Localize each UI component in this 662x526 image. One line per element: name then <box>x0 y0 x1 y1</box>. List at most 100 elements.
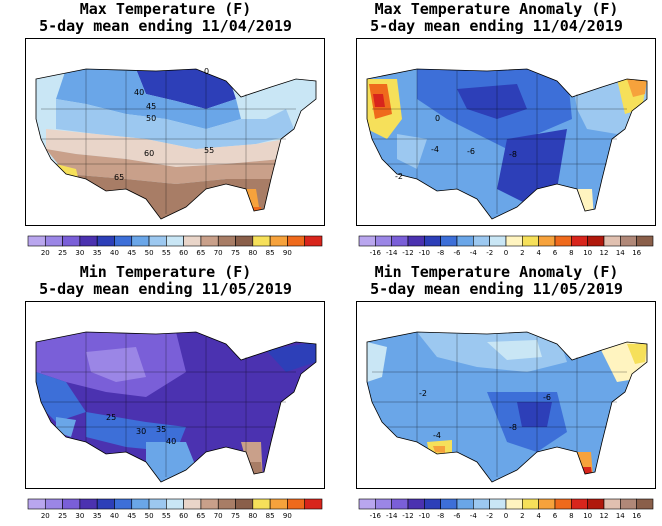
map-max-temp: 40 45 50 60 55 65 0 <box>25 38 325 226</box>
colorbar-swatch <box>27 235 46 247</box>
colorbar-swatch <box>131 235 150 247</box>
colorbar-label: 65 <box>196 249 206 257</box>
colorbar-swatch <box>114 235 133 247</box>
colorbar-label: 80 <box>248 249 258 257</box>
colorbar-label: 20 <box>40 512 50 520</box>
contour-label: 30 <box>136 427 146 436</box>
colorbar-swatch <box>603 235 621 247</box>
panel-max-temp-anomaly: Max Temperature Anomaly (F) 5-day mean e… <box>331 0 662 263</box>
colorbar-label: -2 <box>486 512 494 520</box>
colorbar-labels: -16 -14 -12 -10 -8 -6 -4 -2 0 2 4 6 8 10 12 14 16 <box>358 512 658 522</box>
colorbar-label: 65 <box>196 512 206 520</box>
colorbar-swatch <box>235 498 254 510</box>
colorbar-swatch <box>358 498 376 510</box>
colorbar-swatch <box>375 498 392 510</box>
colorbar-label: -4 <box>469 512 477 520</box>
map-min-temp: 25 30 35 40 <box>25 301 325 489</box>
colorbar-label: -14 <box>385 249 398 257</box>
colorbar-swatch <box>505 235 523 247</box>
colorbar-label: 55 <box>161 249 171 257</box>
colorbar-label: 50 <box>144 512 154 520</box>
colorbar-label: 6 <box>552 512 558 520</box>
colorbar-label: -8 <box>437 249 445 257</box>
colorbar-swatch <box>407 498 425 510</box>
colorbar-label: 12 <box>599 249 609 257</box>
colorbar-label: 35 <box>92 249 102 257</box>
colorbar-swatch <box>217 498 236 510</box>
colorbar-swatch <box>166 498 184 510</box>
colorbar-label: 60 <box>179 512 189 520</box>
colorbar-label: -2 <box>486 249 494 257</box>
colorbar-label: 16 <box>632 249 642 257</box>
colorbar-swatch <box>252 498 271 510</box>
panel-title: Min Temperature Anomaly (F) <box>374 263 619 281</box>
panel-title: Max Temperature (F) <box>79 0 252 18</box>
colorbar-swatch <box>96 235 115 247</box>
colorbar-label: 45 <box>127 249 137 257</box>
colorbar <box>358 498 654 510</box>
colorbar-swatch <box>587 235 605 247</box>
colorbar-swatch <box>44 498 63 510</box>
contour-label: -6 <box>543 393 551 402</box>
contour-label: 0 <box>435 114 440 123</box>
colorbar-swatch <box>166 235 184 247</box>
colorbar-swatch <box>358 235 376 247</box>
colorbar-swatch <box>473 498 490 510</box>
colorbar-label: 12 <box>599 512 609 520</box>
contour-label: 25 <box>106 413 116 422</box>
colorbar-swatch <box>304 235 323 247</box>
colorbar-swatch <box>571 235 588 247</box>
contour-label: 55 <box>204 146 214 155</box>
contour-label: 60 <box>144 149 154 158</box>
colorbar-label: 14 <box>615 249 625 257</box>
colorbar-swatch <box>62 235 81 247</box>
colorbar-label: 75 <box>231 512 240 520</box>
colorbar-swatch <box>440 235 458 247</box>
colorbar-swatch <box>62 498 81 510</box>
panel-min-temp: Min Temperature (F) 5-day mean ending 11… <box>0 263 331 526</box>
colorbar-label: 0 <box>503 512 509 520</box>
colorbar-swatch <box>538 235 556 247</box>
contour-label: -4 <box>431 145 439 154</box>
colorbar-swatch <box>183 235 202 247</box>
contour-label: 0 <box>204 67 209 76</box>
colorbar-swatch <box>200 498 219 510</box>
contour-label: 35 <box>156 425 166 434</box>
colorbar-label: -12 <box>402 512 414 520</box>
map-max-temp-anomaly: 0 -6 -8 -2 -4 <box>356 38 656 226</box>
colorbar-swatch <box>505 498 523 510</box>
colorbar-label: -10 <box>418 249 431 257</box>
colorbar <box>27 235 323 247</box>
colorbar-swatch <box>489 235 507 247</box>
colorbar-swatch <box>148 235 167 247</box>
colorbar-swatch <box>636 498 654 510</box>
colorbar-swatch <box>456 235 474 247</box>
colorbar-label: 60 <box>179 249 189 257</box>
colorbar-swatch <box>375 235 392 247</box>
colorbar-swatch <box>571 498 588 510</box>
panel-subtitle: 5-day mean ending 11/05/2019 <box>39 280 292 298</box>
colorbar-label: 6 <box>552 249 558 257</box>
colorbar-swatch <box>554 498 572 510</box>
panel-max-temp: Max Temperature (F) 5-day mean ending 11… <box>0 0 331 263</box>
colorbar-label: -6 <box>453 249 461 257</box>
colorbar-swatch <box>440 498 458 510</box>
colorbar-label: 55 <box>161 512 171 520</box>
colorbar-label: -10 <box>418 512 431 520</box>
colorbar-label: 85 <box>265 512 275 520</box>
colorbar-label: -14 <box>385 512 398 520</box>
colorbar-label: 2 <box>520 249 525 257</box>
map-min-temp-anomaly: -2 -4 -6 -8 <box>356 301 656 489</box>
colorbar-label: 10 <box>583 512 593 520</box>
colorbar-label: 35 <box>92 512 102 520</box>
contour-label: -6 <box>467 147 475 156</box>
colorbar-swatch <box>44 235 63 247</box>
colorbar-swatch <box>603 498 621 510</box>
colorbar-swatch <box>183 498 202 510</box>
colorbar-label: 30 <box>75 512 85 520</box>
colorbar-swatch <box>473 235 490 247</box>
colorbar-label: 8 <box>569 512 574 520</box>
colorbar-swatch <box>304 498 323 510</box>
colorbar-label: 25 <box>58 512 68 520</box>
colorbar-label: 40 <box>110 512 119 520</box>
